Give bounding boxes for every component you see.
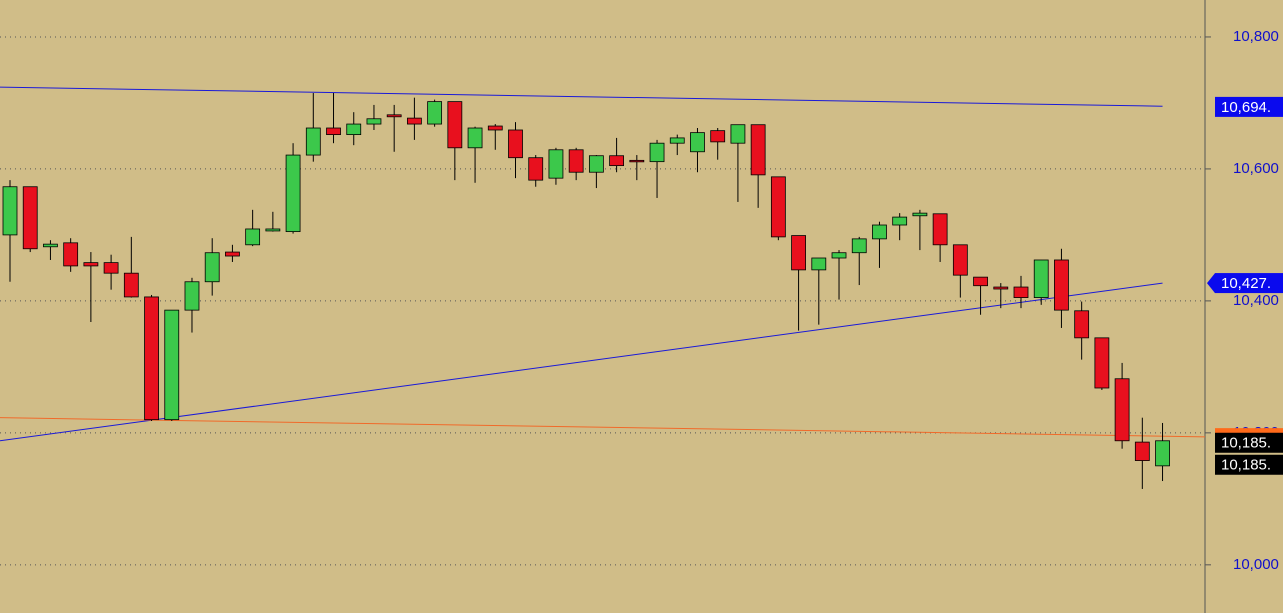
y-tick-label: 10,400 xyxy=(1233,292,1279,309)
candle-body xyxy=(629,159,645,163)
candle-body xyxy=(791,235,806,271)
candle-body xyxy=(851,238,867,254)
candle-body xyxy=(588,155,604,173)
candle-body xyxy=(346,123,362,136)
trendline xyxy=(0,86,1163,107)
candle-body xyxy=(528,157,544,181)
candle-body xyxy=(892,216,908,226)
candle-body xyxy=(427,101,443,125)
candle-body xyxy=(265,228,281,232)
candle-body xyxy=(508,129,523,159)
price-label-box xyxy=(1215,96,1283,117)
candle-body xyxy=(690,132,705,153)
candle-body xyxy=(245,228,261,246)
candle-body xyxy=(487,125,503,131)
price-label-box xyxy=(1215,454,1283,475)
candle-body xyxy=(43,243,58,248)
candle-body xyxy=(103,262,119,274)
candle-body xyxy=(750,124,766,176)
candle-body xyxy=(770,176,786,238)
candle-body xyxy=(649,142,665,163)
price-label-box xyxy=(1215,273,1283,294)
candle-body xyxy=(144,296,159,421)
candle-body xyxy=(1134,441,1150,461)
candle-body xyxy=(548,149,564,179)
candle-body xyxy=(1074,310,1090,339)
candle-body xyxy=(912,212,928,217)
candle-body xyxy=(1155,440,1170,467)
price-label: 10,427. xyxy=(1221,275,1271,292)
candle-body xyxy=(1013,286,1029,298)
price-label: 10,185. xyxy=(1221,435,1271,452)
candle-body xyxy=(326,127,341,136)
trendline xyxy=(0,417,1206,438)
candle-body xyxy=(1094,337,1110,389)
y-tick-label: 10,800 xyxy=(1233,28,1279,45)
candle-body xyxy=(406,117,422,125)
candle-body xyxy=(609,155,624,167)
price-label: 10,694. xyxy=(1221,99,1271,116)
trendline xyxy=(0,282,1163,442)
candle-body xyxy=(22,186,38,250)
candle-body xyxy=(831,252,847,259)
candle-body xyxy=(184,281,200,311)
candle-body xyxy=(730,124,746,144)
candle-body xyxy=(1054,259,1069,311)
candle-body xyxy=(2,186,18,236)
candle-body xyxy=(1033,259,1049,298)
price-label-arrow xyxy=(1207,273,1215,294)
candle-body xyxy=(952,244,968,276)
candle-body xyxy=(204,252,220,283)
candle-body xyxy=(1114,378,1130,442)
candle-body xyxy=(669,137,685,144)
candle-body xyxy=(710,130,726,143)
candle-body xyxy=(973,276,988,287)
candle-body xyxy=(285,154,301,233)
candle-body xyxy=(386,114,402,118)
price-label-box xyxy=(1215,432,1283,453)
price-label: 10,185. xyxy=(1221,457,1271,474)
y-tick-label: 10,600 xyxy=(1233,160,1279,177)
y-tick-label: 10,000 xyxy=(1233,556,1279,573)
candle-body xyxy=(872,224,887,240)
candle-body xyxy=(447,101,463,149)
candle-body xyxy=(467,127,483,149)
candle-body xyxy=(83,262,99,267)
candle-body xyxy=(305,127,321,156)
candle-body xyxy=(123,272,139,298)
candle-body xyxy=(164,309,180,421)
candle-body xyxy=(993,286,1009,290)
candle-body xyxy=(63,242,79,267)
candle-body xyxy=(568,149,584,173)
candle-body xyxy=(366,118,382,125)
candle-body xyxy=(811,257,827,271)
candle-body xyxy=(932,213,948,246)
candle-body xyxy=(225,251,240,257)
